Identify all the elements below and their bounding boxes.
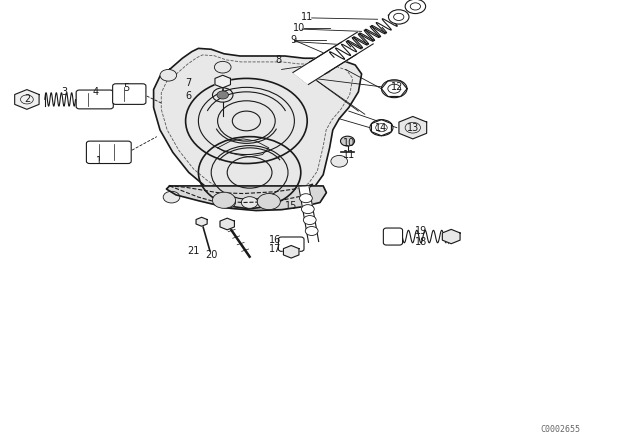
- Circle shape: [301, 205, 314, 214]
- Text: 18: 18: [415, 237, 428, 247]
- Circle shape: [163, 191, 180, 203]
- FancyBboxPatch shape: [86, 141, 131, 164]
- Polygon shape: [15, 90, 39, 109]
- Text: 2: 2: [24, 94, 30, 103]
- Text: 10: 10: [293, 23, 306, 33]
- Circle shape: [212, 192, 236, 208]
- Polygon shape: [442, 229, 460, 244]
- Text: 6: 6: [186, 91, 192, 101]
- Circle shape: [217, 91, 228, 99]
- Circle shape: [388, 10, 409, 24]
- Text: 14: 14: [375, 123, 388, 133]
- Polygon shape: [293, 43, 356, 84]
- Text: 12: 12: [390, 82, 403, 92]
- Polygon shape: [154, 48, 362, 208]
- Polygon shape: [399, 116, 427, 139]
- Circle shape: [241, 197, 258, 208]
- Text: 21: 21: [187, 246, 200, 256]
- Text: 13: 13: [406, 123, 419, 133]
- Circle shape: [340, 136, 355, 146]
- FancyBboxPatch shape: [278, 237, 304, 251]
- Text: 8: 8: [275, 56, 282, 65]
- Circle shape: [219, 197, 236, 208]
- Polygon shape: [310, 32, 373, 74]
- Circle shape: [257, 194, 280, 210]
- FancyBboxPatch shape: [113, 84, 146, 104]
- Polygon shape: [299, 187, 319, 242]
- Text: 15: 15: [285, 201, 298, 211]
- Circle shape: [300, 194, 312, 202]
- Text: 5: 5: [124, 83, 130, 93]
- FancyBboxPatch shape: [383, 228, 403, 245]
- Polygon shape: [166, 186, 326, 211]
- Circle shape: [214, 61, 231, 73]
- Text: C0002655: C0002655: [540, 425, 580, 434]
- Circle shape: [315, 62, 332, 74]
- Polygon shape: [196, 217, 207, 226]
- Circle shape: [370, 120, 393, 136]
- Circle shape: [405, 0, 426, 13]
- Circle shape: [331, 155, 348, 167]
- Text: 9: 9: [290, 35, 296, 45]
- Text: 17: 17: [269, 244, 282, 254]
- Text: 11: 11: [301, 12, 314, 22]
- Text: 20: 20: [205, 250, 218, 260]
- Text: 19: 19: [415, 226, 428, 236]
- Text: 4: 4: [93, 87, 99, 97]
- Polygon shape: [284, 246, 299, 258]
- Circle shape: [305, 227, 318, 236]
- Polygon shape: [220, 218, 234, 230]
- Circle shape: [381, 80, 407, 98]
- Text: 3: 3: [61, 87, 67, 97]
- Text: 1: 1: [96, 156, 102, 166]
- Polygon shape: [170, 184, 314, 202]
- Circle shape: [160, 69, 177, 81]
- Circle shape: [303, 215, 316, 224]
- Text: 16: 16: [269, 235, 282, 245]
- Text: 11: 11: [342, 150, 355, 159]
- Polygon shape: [215, 75, 230, 88]
- FancyBboxPatch shape: [76, 90, 113, 109]
- Text: 7: 7: [186, 78, 192, 88]
- Text: 10: 10: [342, 138, 355, 148]
